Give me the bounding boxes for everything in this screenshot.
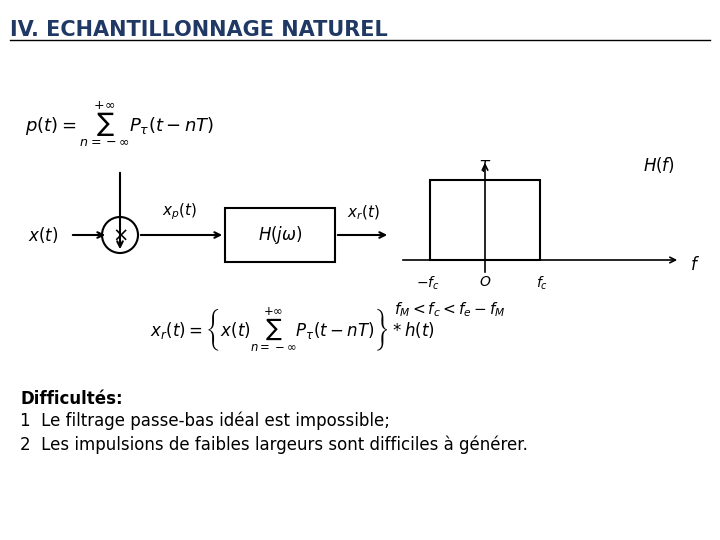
Text: $f_M < f_c < f_e - f_M$: $f_M < f_c < f_e - f_M$ xyxy=(395,300,505,319)
Text: $T$: $T$ xyxy=(479,159,491,175)
Text: $x_r(t)$: $x_r(t)$ xyxy=(346,204,379,222)
Text: $-f_c$: $-f_c$ xyxy=(416,275,440,292)
Text: $p(t)= \sum_{n=-\infty}^{+\infty} P_{\tau}(t-nT)$: $p(t)= \sum_{n=-\infty}^{+\infty} P_{\ta… xyxy=(25,100,214,150)
Text: $H(f)$: $H(f)$ xyxy=(643,155,675,175)
Text: $x_p(t)$: $x_p(t)$ xyxy=(163,201,197,222)
Text: 2  Les impulsions de faibles largeurs sont difficiles à générer.: 2 Les impulsions de faibles largeurs son… xyxy=(20,436,528,455)
Text: $f_c$: $f_c$ xyxy=(536,275,548,292)
Text: $\times$: $\times$ xyxy=(112,226,128,245)
Text: $x(t)$: $x(t)$ xyxy=(28,225,58,245)
Text: $f$: $f$ xyxy=(690,256,700,274)
Text: $H(j\omega)$: $H(j\omega)$ xyxy=(258,224,302,246)
Bar xyxy=(430,180,540,260)
Text: 1  Le filtrage passe-bas idéal est impossible;: 1 Le filtrage passe-bas idéal est imposs… xyxy=(20,412,390,430)
Text: $O$: $O$ xyxy=(479,275,491,289)
Text: IV. ECHANTILLONNAGE NATUREL: IV. ECHANTILLONNAGE NATUREL xyxy=(10,20,388,40)
Text: Difficultés:: Difficultés: xyxy=(20,390,122,408)
Text: $x_r(t)= \left\{x(t)\sum_{n=-\infty}^{+\infty} P_{\tau}(t-nT)\right\} * h(t)$: $x_r(t)= \left\{x(t)\sum_{n=-\infty}^{+\… xyxy=(150,305,435,354)
Bar xyxy=(225,208,335,262)
